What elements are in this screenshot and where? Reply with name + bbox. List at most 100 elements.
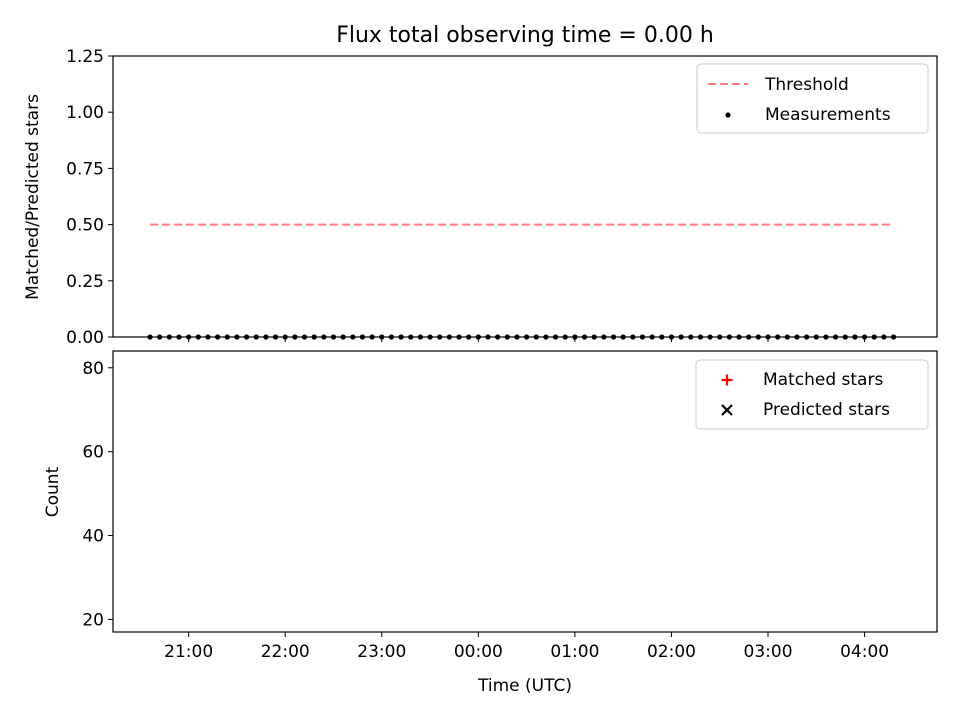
measurement-point bbox=[524, 334, 530, 340]
measurement-point bbox=[649, 334, 655, 340]
measurement-point bbox=[514, 334, 520, 340]
measurement-point bbox=[639, 334, 646, 340]
legend-box-top bbox=[696, 63, 929, 134]
measurement-point bbox=[852, 334, 858, 340]
legend-predicted-swatch bbox=[721, 404, 733, 416]
measurement-point bbox=[379, 334, 385, 340]
y-tick-label-bottom: 60 bbox=[82, 443, 104, 463]
measurement-point bbox=[717, 334, 723, 340]
measurement-point bbox=[726, 334, 732, 340]
y-tick-label-bottom: 20 bbox=[82, 610, 104, 630]
y-tick-label-top: 1.00 bbox=[66, 103, 104, 123]
measurement-point bbox=[755, 334, 761, 340]
measurement-point bbox=[678, 334, 684, 340]
measurement-point bbox=[765, 334, 771, 340]
measurement-point bbox=[408, 334, 414, 340]
measurement-point bbox=[804, 334, 810, 340]
measurement-point bbox=[224, 334, 230, 340]
y-tick-label-top: 0.50 bbox=[66, 216, 104, 236]
y-tick-label-top: 0.00 bbox=[66, 328, 104, 348]
measurement-point bbox=[186, 334, 192, 340]
legend-matched-label: Matched stars bbox=[763, 370, 883, 390]
measurement-point bbox=[543, 334, 549, 340]
measurement-point bbox=[272, 334, 279, 340]
measurement-point bbox=[668, 334, 675, 340]
measurement-point bbox=[861, 334, 868, 340]
measurement-point bbox=[581, 334, 588, 340]
measurement-point bbox=[157, 334, 163, 340]
measurement-point bbox=[437, 334, 443, 340]
measurement-point bbox=[398, 334, 404, 340]
measurement-point bbox=[610, 334, 617, 340]
x-tick-label: 04:00 bbox=[840, 642, 889, 662]
measurement-point bbox=[746, 334, 752, 340]
measurement-point bbox=[263, 334, 269, 340]
legend-measurements-label: Measurements bbox=[765, 105, 891, 125]
measurement-point bbox=[784, 334, 790, 340]
measurement-point bbox=[166, 334, 172, 340]
measurement-point bbox=[176, 334, 182, 340]
y-axis-label-top: Matched/Predicted stars bbox=[23, 94, 43, 300]
measurement-point bbox=[736, 334, 742, 340]
measurement-point bbox=[813, 334, 819, 340]
measurement-point bbox=[427, 334, 433, 340]
legend-predicted-label: Predicted stars bbox=[763, 400, 890, 420]
measurement-point bbox=[456, 334, 462, 340]
measurement-point bbox=[630, 334, 636, 340]
legend-matched-swatch bbox=[721, 374, 733, 386]
measurement-point bbox=[215, 334, 221, 340]
chart-title: Flux total observing time = 0.00 h bbox=[336, 23, 714, 48]
bottom-panel: 20 40 60 80 21:00 22:00 23:00 00:00 01:00 02:00 03… bbox=[82, 350, 938, 662]
measurement-point bbox=[504, 334, 510, 340]
measurement-point bbox=[301, 334, 308, 340]
measurement-point bbox=[533, 334, 539, 340]
measurement-point bbox=[388, 334, 395, 340]
measurement-point bbox=[369, 334, 375, 340]
y-tick-label-top: 1.25 bbox=[66, 47, 104, 67]
measurement-point bbox=[446, 334, 452, 340]
measurement-point bbox=[659, 334, 665, 340]
y-tick-label-bottom: 80 bbox=[82, 359, 104, 379]
measurement-point bbox=[707, 334, 713, 340]
measurement-point bbox=[881, 334, 887, 340]
measurement-point bbox=[591, 334, 597, 340]
y-tick-label-top: 0.25 bbox=[66, 272, 104, 292]
measurement-point bbox=[350, 334, 356, 340]
legend-measurements-swatch bbox=[725, 112, 731, 118]
measurement-point bbox=[794, 334, 800, 340]
y-tick-label-bottom: 40 bbox=[82, 527, 104, 547]
measurement-point bbox=[775, 334, 781, 340]
measurement-point bbox=[842, 334, 848, 340]
measurement-point bbox=[282, 334, 288, 340]
x-tick-label: 02:00 bbox=[647, 642, 696, 662]
measurement-point bbox=[485, 334, 491, 340]
measurement-point bbox=[562, 334, 568, 340]
x-tick-label: 23:00 bbox=[357, 642, 406, 662]
measurement-point bbox=[330, 334, 337, 340]
measurement-point bbox=[243, 334, 250, 340]
measurement-point bbox=[205, 334, 211, 340]
legend-bottom: Matched stars Predicted stars bbox=[695, 359, 929, 430]
measurement-point bbox=[572, 334, 578, 340]
measurement-point bbox=[620, 334, 626, 340]
x-tick-label: 22:00 bbox=[261, 642, 310, 662]
measurement-point bbox=[475, 334, 481, 340]
x-axis-label: Time (UTC) bbox=[477, 676, 572, 696]
measurement-point bbox=[147, 334, 153, 340]
measurement-point bbox=[697, 334, 704, 340]
measurement-point bbox=[311, 334, 317, 340]
measurement-point bbox=[871, 334, 877, 340]
measurement-point bbox=[823, 334, 829, 340]
legend-threshold-label: Threshold bbox=[764, 75, 849, 95]
measurement-point bbox=[340, 334, 346, 340]
measurement-point bbox=[234, 334, 240, 340]
x-tick-label: 21:00 bbox=[164, 642, 213, 662]
measurement-point bbox=[890, 334, 897, 340]
x-tick-label: 00:00 bbox=[454, 642, 503, 662]
measurement-point bbox=[688, 334, 694, 340]
y-tick-label-top: 0.75 bbox=[66, 159, 104, 179]
measurement-point bbox=[292, 334, 298, 340]
y-axis-label-bottom: Count bbox=[43, 466, 63, 517]
top-panel: 0.00 0.25 0.50 0.75 1.00 1.25 Threshold Measure… bbox=[66, 47, 938, 348]
